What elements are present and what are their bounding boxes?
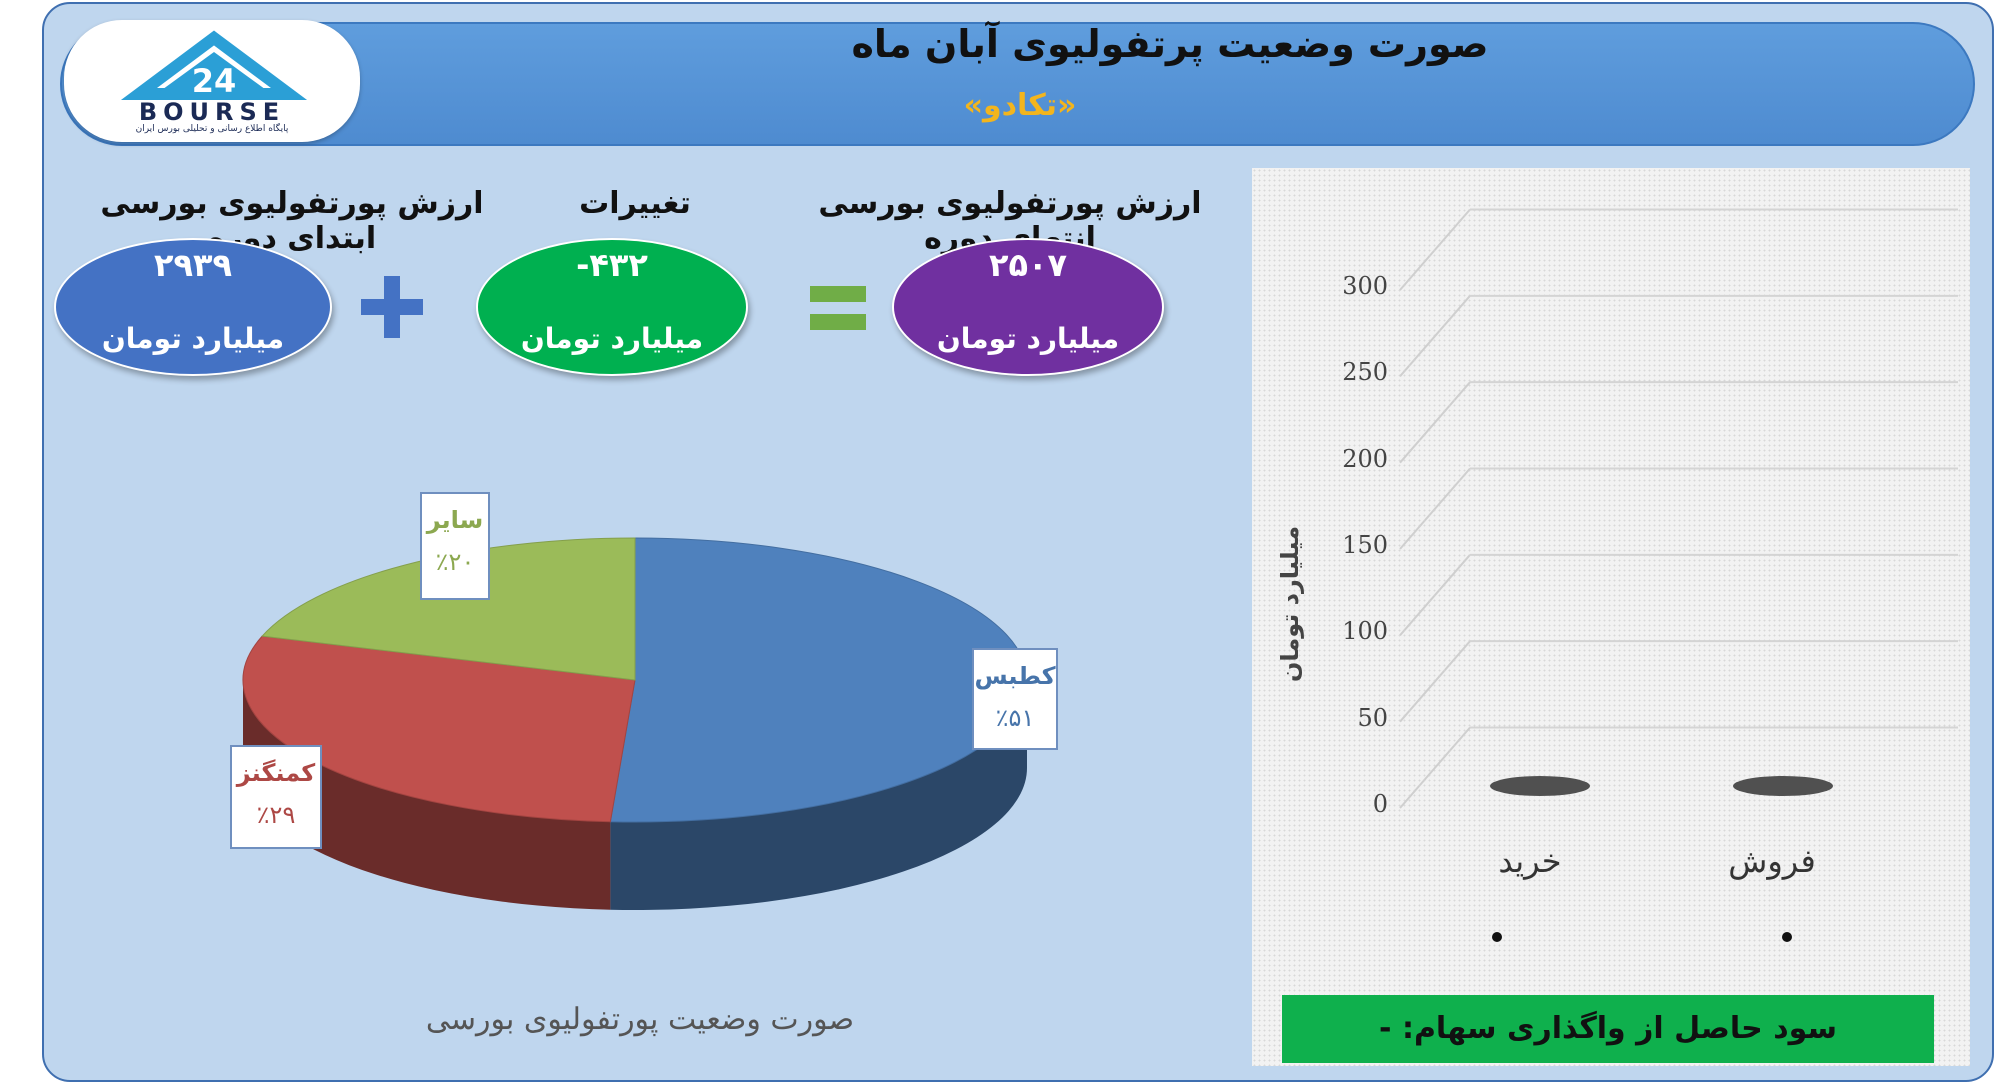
svg-text:24: 24 [192,62,237,100]
bar-chart-panel [1252,168,1970,1066]
end-value-number: ۲۵۰۷ [988,246,1068,284]
grid-diagonal [1399,554,1471,636]
pie-slice-2 [261,537,636,681]
start-value-oval: ۲۹۳۹ میلیارد تومان [54,238,332,376]
y-tick-label: 50 [1357,703,1388,732]
logo: 24 BOURSE پایگاه اطلاع رسانی و تحلیلی بو… [64,20,360,142]
bar-0 [1733,776,1833,796]
portfolio-pie-chart [242,537,1028,910]
page-title: صورت وضعیت پرتفولیوی آبان ماه [851,22,1489,66]
y-tick-label: 200 [1342,444,1388,473]
logo-text: BOURSE [138,98,286,126]
start-value-unit: میلیارد تومان [101,322,285,355]
pie-label-percent: ٪۲۹ [256,801,296,829]
change-label: تغییرات [579,186,691,221]
pie-side-0 [610,680,1027,910]
pie-label-percent: ٪۲۰ [435,548,475,576]
pie-chart-title: صورت وضعیت پورتفولیوی بورسی [425,1002,855,1037]
start-value-number: ۲۹۳۹ [153,246,233,284]
roof-icon: 24 [120,30,308,100]
logo-tagline: پایگاه اطلاع رسانی و تحلیلی بورس ایران [135,124,289,134]
y-tick-label: 300 [1342,272,1388,300]
company-symbol: «تکادو» [963,88,1077,123]
grid-diagonal [1399,467,1471,550]
profit-banner: سود حاصل از واگذاری سهام: - [1282,995,1934,1063]
pie-label-2: سایر ٪۲۰ [420,492,490,600]
pie-label-name: سایر [426,506,484,534]
pie-label-0: کطبس ٪۵۱ [972,648,1058,750]
change-number: -۴۳۲ [576,246,648,284]
pie-label-percent: ٪۵۱ [995,704,1035,732]
y-axis-label: میلیارد تومان [1276,525,1304,683]
header-banner [60,22,1975,146]
bar-1 [1490,776,1590,796]
grid-diagonal [1399,640,1471,723]
grid-diagonal [1399,726,1471,809]
end-value-unit: میلیارد تومان [936,322,1120,355]
pie-side-1 [243,680,611,910]
grid-diagonal [1399,295,1471,377]
pie-label-1: کمنگنز ٪۲۹ [230,745,322,849]
plus-icon [350,262,430,352]
data-label-buy [1492,932,1502,942]
pie-label-name: کطبس [974,662,1056,690]
end-value-oval: ۲۵۰۷ میلیارد تومان [892,238,1164,376]
pie-label-name: کمنگنز [236,759,316,787]
grid-diagonal [1399,208,1471,291]
y-tick-label: 150 [1342,531,1388,559]
data-label-sell [1782,932,1792,942]
equals-icon [806,280,870,340]
change-oval: -۴۳۲ میلیارد تومان [476,238,748,376]
category-label-sell: فروش [1728,842,1816,880]
y-tick-label: 250 [1342,358,1388,387]
y-tick-label: 100 [1342,617,1388,646]
grid-diagonal [1399,381,1471,464]
y-tick-label: 0 [1372,790,1388,818]
category-label-buy: خرید [1498,842,1562,880]
change-unit: میلیارد تومان [520,322,704,355]
